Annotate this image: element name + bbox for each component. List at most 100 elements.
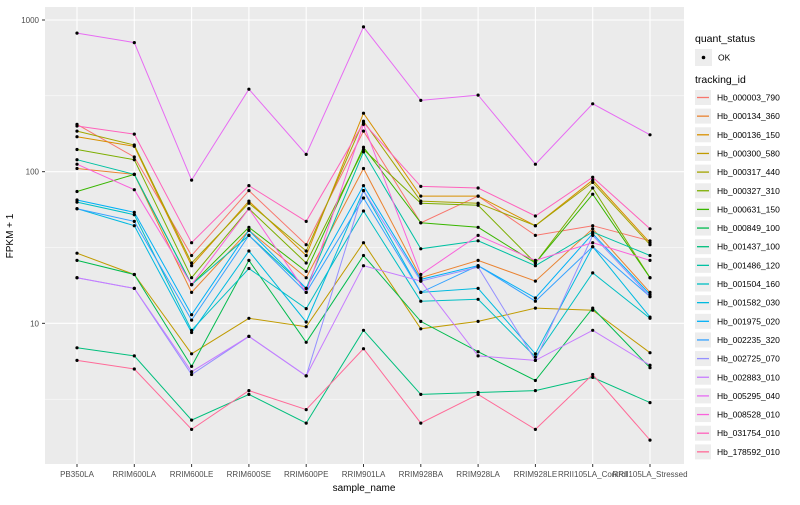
data-point <box>476 286 480 290</box>
data-point <box>419 98 423 102</box>
legend-item-label: Hb_002883_010 <box>717 372 780 382</box>
data-point <box>132 367 136 371</box>
x-axis-title: sample_name <box>333 483 396 494</box>
legend-entries: Hb_000003_790 Hb_000134_360 Hb_000136_150 H… <box>695 90 780 460</box>
data-point <box>190 253 194 258</box>
data-point <box>591 175 595 179</box>
x-tick-label: RRIM600LE <box>170 470 214 479</box>
data-point <box>591 186 595 190</box>
data-point <box>304 286 308 290</box>
x-tick-label: RRII105LA_Stressed <box>612 470 687 479</box>
legend-item-Hb_001582_030: Hb_001582_030 <box>695 295 780 311</box>
data-point <box>132 213 136 217</box>
data-point <box>476 258 480 262</box>
data-point <box>361 264 366 268</box>
data-point <box>75 346 79 350</box>
data-point <box>419 392 423 396</box>
data-point <box>533 261 538 265</box>
data-point <box>533 378 538 383</box>
legend-item-Hb_000327_310: Hb_000327_310 <box>695 183 780 199</box>
legend-item-label: Hb_005295_040 <box>717 391 780 401</box>
data-point <box>361 25 366 29</box>
legend-item-label: Hb_001504_160 <box>717 279 780 289</box>
legend-item-Hb_008528_010: Hb_008528_010 <box>695 407 780 423</box>
x-tick-label: RRII105LA_Control <box>558 470 628 479</box>
data-point <box>132 219 136 223</box>
x-tick-label: RRIM600LA <box>113 470 157 479</box>
data-point <box>75 135 79 139</box>
data-point <box>75 147 79 152</box>
legend-item-Hb_001504_160: Hb_001504_160 <box>695 276 780 292</box>
legend-item-Hb_000631_150: Hb_000631_150 <box>695 201 780 217</box>
data-point <box>247 184 251 188</box>
data-point <box>591 233 595 237</box>
data-point <box>361 241 366 245</box>
data-point <box>648 276 652 280</box>
data-point <box>476 319 480 323</box>
data-point <box>533 224 538 228</box>
data-point <box>361 129 366 133</box>
legend-item-label: Hb_000849_100 <box>717 223 780 233</box>
data-point <box>304 219 308 223</box>
data-point <box>132 224 136 228</box>
data-point <box>591 328 595 332</box>
data-point <box>190 261 194 265</box>
data-point <box>533 427 538 431</box>
data-point <box>419 299 423 303</box>
legend-item-label: Hb_002725_070 <box>717 354 780 364</box>
data-point <box>533 389 538 393</box>
data-point <box>247 87 251 91</box>
x-tick-label: RRIM600SE <box>227 470 271 479</box>
x-tick-label: RRIM901LA <box>342 470 386 479</box>
data-point <box>132 210 136 214</box>
data-point <box>247 258 251 262</box>
data-point <box>132 354 136 358</box>
data-point <box>533 355 538 359</box>
data-point <box>190 330 194 335</box>
data-point <box>75 158 79 162</box>
data-point <box>190 313 194 317</box>
legend-item-Hb_000317_440: Hb_000317_440 <box>695 164 780 180</box>
data-point <box>304 253 308 258</box>
data-point <box>533 162 538 166</box>
data-point <box>190 241 194 245</box>
data-point <box>533 264 538 268</box>
data-point <box>419 194 423 198</box>
legend-item-label: Hb_001437_100 <box>717 242 780 252</box>
legend-item-label: Hb_000003_790 <box>717 93 780 103</box>
data-point <box>190 364 194 368</box>
data-point <box>247 201 251 205</box>
data-point <box>419 319 423 323</box>
legend-quant-status-title: quant_status <box>695 33 755 45</box>
data-point <box>247 189 251 193</box>
data-point <box>533 306 538 310</box>
data-point <box>190 264 194 268</box>
data-point <box>132 172 136 176</box>
x-tick-label: RRIM600PE <box>284 470 328 479</box>
data-point <box>361 184 366 188</box>
y-tick-label: 1000 <box>21 16 39 25</box>
data-point <box>304 325 308 329</box>
data-points <box>75 25 652 442</box>
data-point <box>132 155 136 159</box>
legend-item-Hb_002235_320: Hb_002235_320 <box>695 332 780 348</box>
data-point <box>476 239 480 243</box>
data-point <box>648 133 652 137</box>
legend-item-Hb_178592_010: Hb_178592_010 <box>695 444 780 460</box>
data-point <box>591 227 595 231</box>
data-point <box>304 307 308 311</box>
data-point <box>304 152 308 156</box>
legend-quant-ok-label: OK <box>718 53 731 63</box>
legend-item-label: Hb_001486_120 <box>717 260 780 270</box>
plot-panel <box>45 7 684 464</box>
data-point <box>361 253 366 258</box>
legend-item-label: Hb_000327_310 <box>717 186 780 196</box>
data-point <box>361 196 366 200</box>
data-point <box>304 261 308 265</box>
data-point <box>190 318 194 322</box>
data-point <box>304 320 308 324</box>
data-point <box>361 166 366 171</box>
data-point <box>304 269 308 273</box>
legend-item-label: Hb_000631_150 <box>717 204 780 214</box>
